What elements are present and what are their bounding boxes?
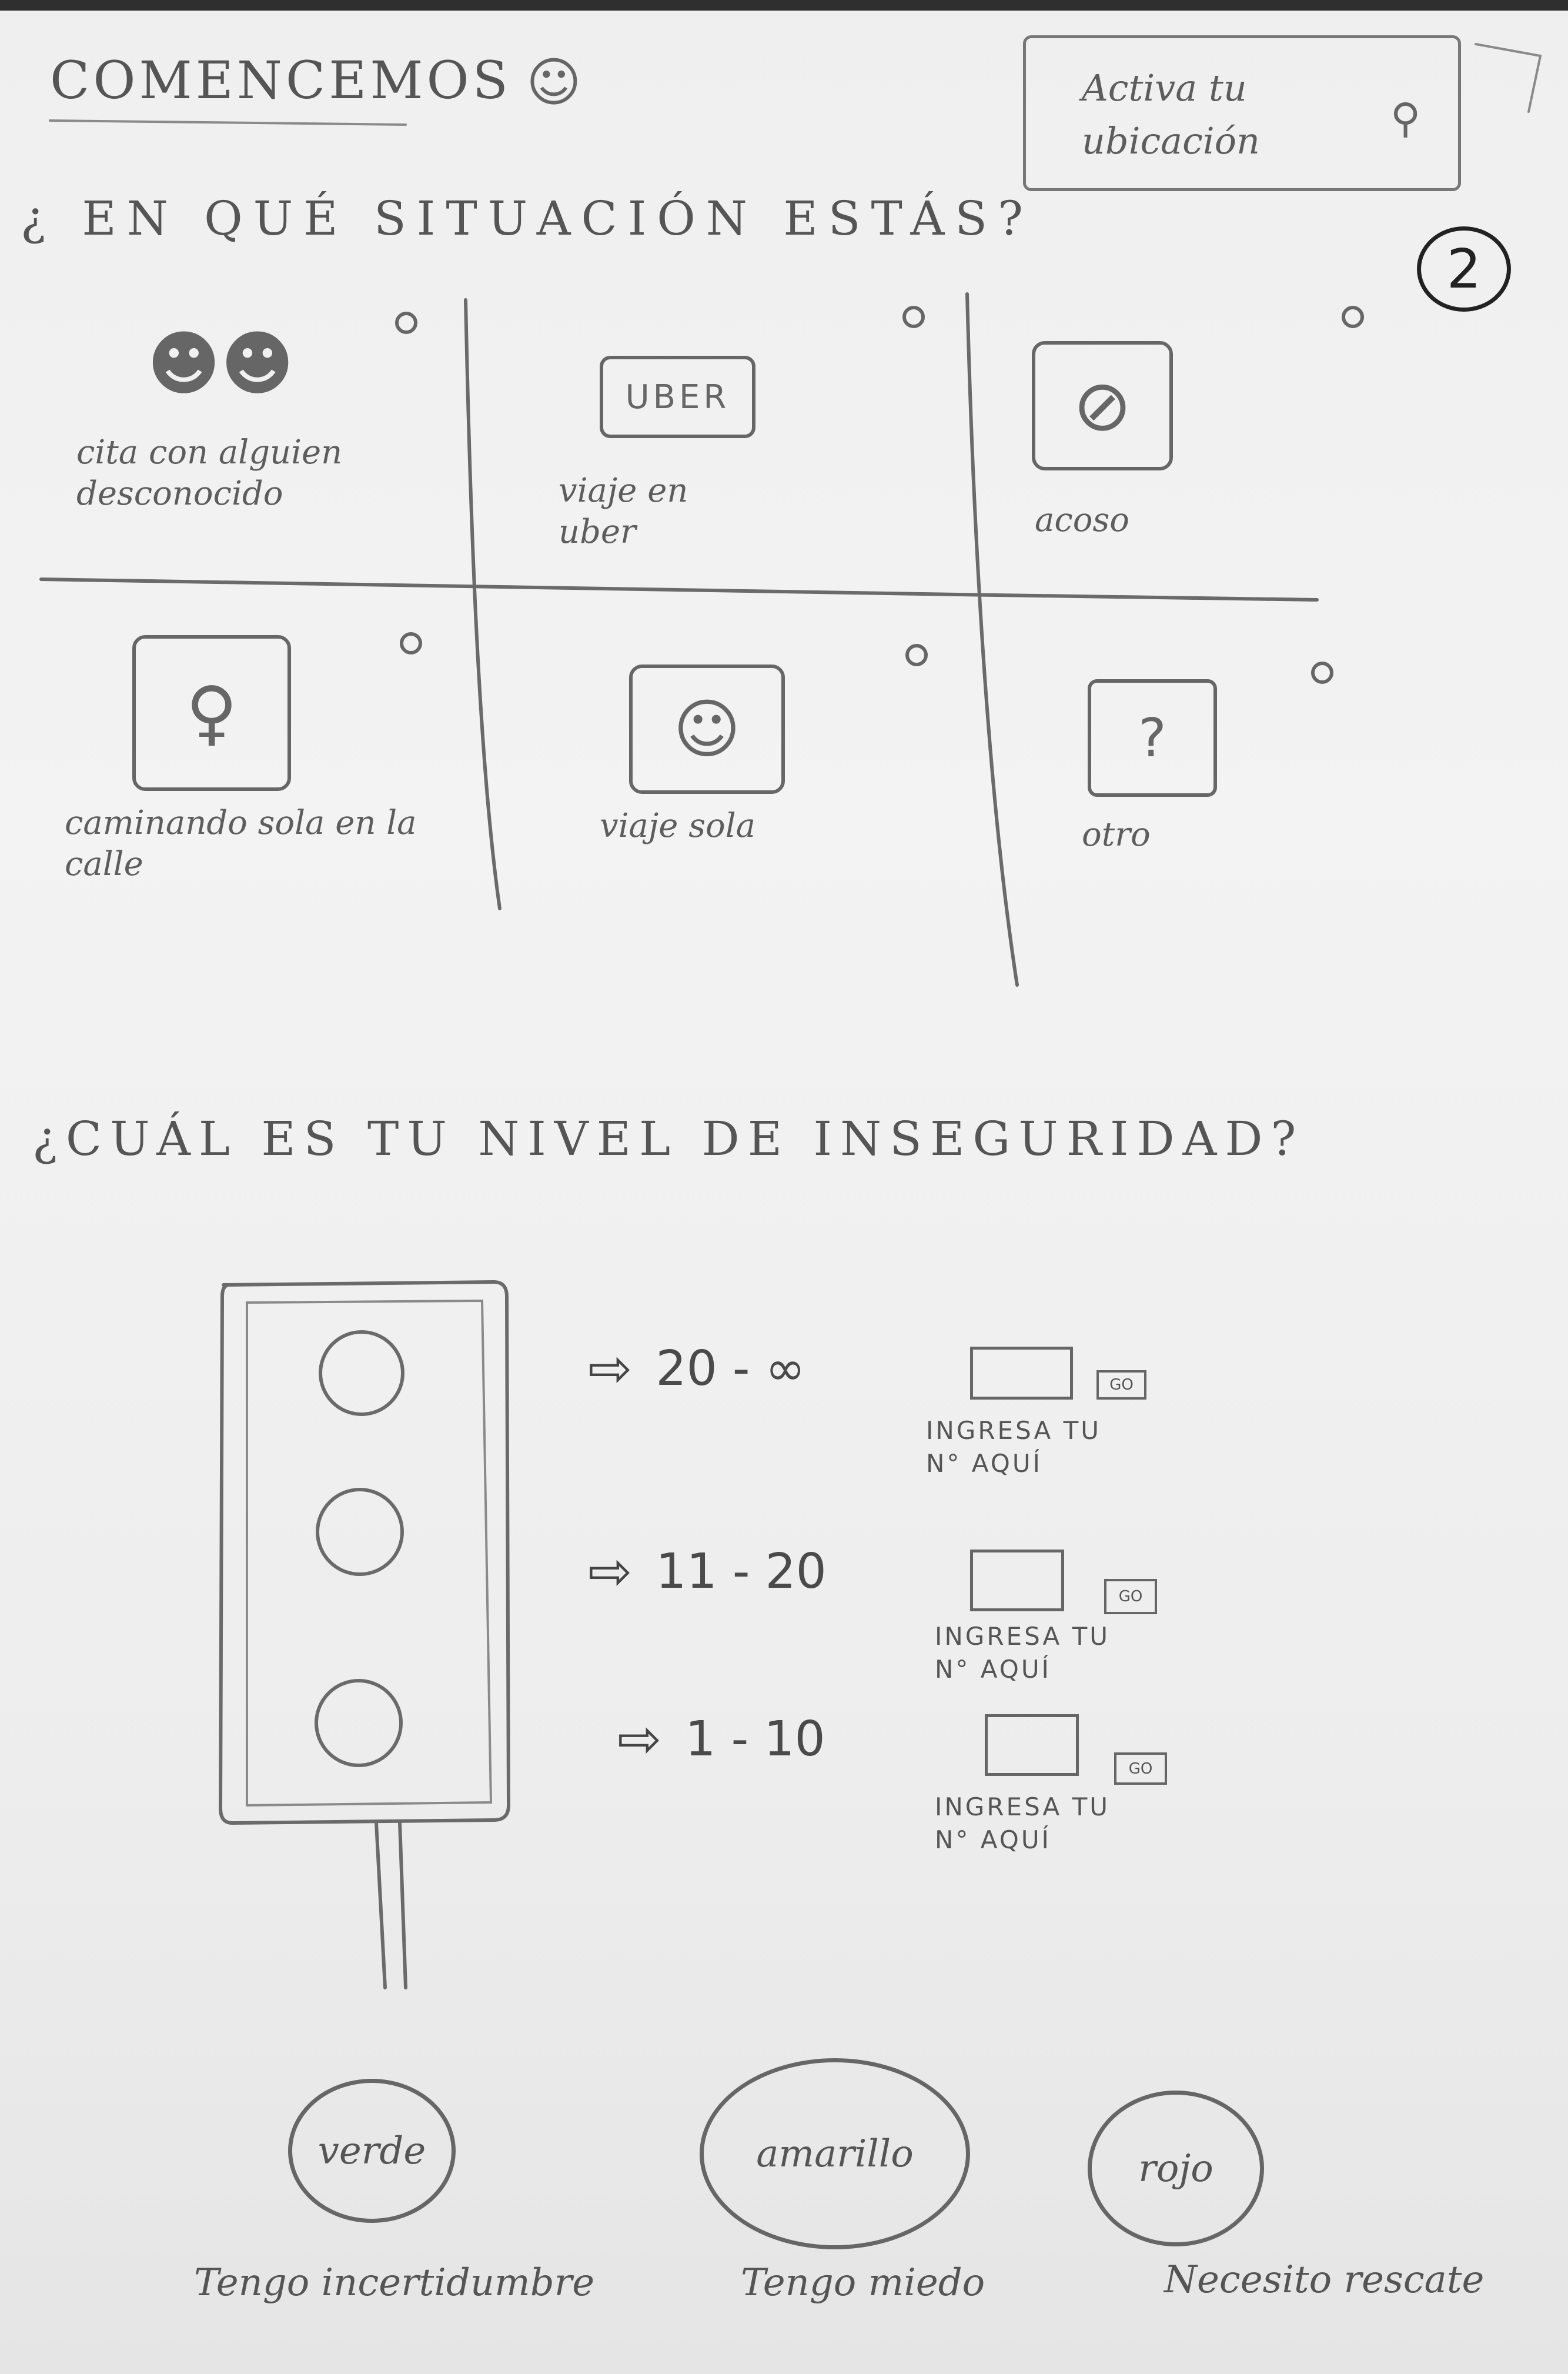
choice-yellow-label: amarillo <box>756 2132 914 2176</box>
choice-red-description: Necesito rescate <box>1164 2258 1485 2302</box>
insecurity-question: ¿CUÁL ES TU NIVEL DE INSEGURIDAD? <box>32 1111 1305 1166</box>
level-row-low: ⇨ 1 - 10 <box>617 1708 825 1770</box>
level-high-go-button[interactable]: GO <box>1096 1370 1146 1400</box>
woman-figure: ♀ <box>186 672 238 754</box>
prohibited-symbol: ⊘ <box>1072 365 1132 447</box>
option-walking[interactable]: ♀ caminando sola en la calle <box>65 629 441 911</box>
option-uber[interactable]: UBER viaje en uber <box>541 300 905 565</box>
level-low-hint: INGRESA TU N° AQUÍ <box>935 1792 1110 1854</box>
level-high-input[interactable] <box>970 1347 1073 1400</box>
radio-harassment[interactable] <box>1342 306 1364 328</box>
smiley-icon: ☺ <box>526 52 581 113</box>
photo-top-edge <box>0 0 1568 11</box>
radio-other[interactable] <box>1311 662 1333 684</box>
arrow-right-icon: ⇨ <box>588 1338 633 1400</box>
couple-icon: ☻☻ <box>147 323 295 405</box>
page-number: 2 <box>1417 226 1511 312</box>
uber-icon: UBER <box>600 356 755 438</box>
choice-green-description: Tengo incertidumbre <box>194 2261 595 2305</box>
level-range: 1 - 10 <box>685 1711 825 1767</box>
option-trip-alone[interactable]: ☺ viaje sola <box>582 653 911 888</box>
question-icon: ? <box>1088 679 1217 797</box>
uber-icon-text: UBER <box>625 378 730 416</box>
choice-green-button[interactable]: verde <box>288 2079 456 2223</box>
level-low-input[interactable] <box>985 1714 1079 1776</box>
location-pin-icon: ⚲ <box>1390 94 1421 142</box>
arrow-right-icon: ⇨ <box>617 1708 662 1770</box>
question-mark: ? <box>1138 707 1166 769</box>
woman-icon: ♀ <box>132 635 291 791</box>
radio-date[interactable] <box>395 312 417 334</box>
level-range: 20 - ∞ <box>656 1341 805 1397</box>
level-medium-go-button[interactable]: GO <box>1104 1579 1157 1614</box>
location-button-label: Activa tu ubicación <box>1082 66 1260 162</box>
level-medium-hint: INGRESA TU N° AQUÍ <box>935 1622 1110 1684</box>
option-walking-label: caminando sola en la calle <box>65 804 417 883</box>
level-low-go-button[interactable]: GO <box>1114 1752 1167 1785</box>
situation-question: ¿ EN QUÉ SITUACIÓN ESTÁS? <box>21 191 1034 246</box>
option-uber-label: viaje en uber <box>559 472 688 551</box>
option-harassment[interactable]: ⊘ acoso <box>1011 300 1364 553</box>
option-harassment-label: acoso <box>1035 501 1129 539</box>
prohibited-icon: ⊘ <box>1032 341 1173 470</box>
option-date-label: cita con alguien desconocido <box>76 433 343 513</box>
level-range: 11 - 20 <box>656 1544 827 1600</box>
page-title: COMENCEMOS <box>50 50 511 111</box>
choice-green-label: verde <box>317 2129 426 2173</box>
choice-red-button[interactable]: rojo <box>1088 2091 1264 2246</box>
radio-trip-alone[interactable] <box>905 644 928 666</box>
radio-walking[interactable] <box>400 632 422 655</box>
smile-icon: ☺ <box>629 665 785 794</box>
level-row-high: ⇨ 20 - ∞ <box>588 1338 805 1400</box>
page-number-text: 2 <box>1446 238 1482 300</box>
location-button[interactable]: Activa tu ubicación ⚲ <box>1023 35 1461 191</box>
choice-red-label: rojo <box>1138 2146 1213 2191</box>
level-high-hint: INGRESA TU N° AQUÍ <box>926 1416 1101 1478</box>
radio-uber[interactable] <box>902 306 925 328</box>
level-medium-input[interactable] <box>970 1550 1064 1611</box>
option-other[interactable]: ? otro <box>1058 676 1352 900</box>
smile-face: ☺ <box>673 692 741 767</box>
arrow-right-icon: ⇨ <box>588 1541 633 1602</box>
choice-yellow-button[interactable]: amarillo <box>700 2058 970 2249</box>
level-row-medium: ⇨ 11 - 20 <box>588 1541 827 1602</box>
option-other-label: otro <box>1082 816 1151 854</box>
option-date[interactable]: ☻☻ cita con alguien desconocido <box>71 300 435 547</box>
choice-yellow-description: Tengo miedo <box>741 2261 985 2305</box>
option-trip-alone-label: viaje sola <box>600 807 755 845</box>
